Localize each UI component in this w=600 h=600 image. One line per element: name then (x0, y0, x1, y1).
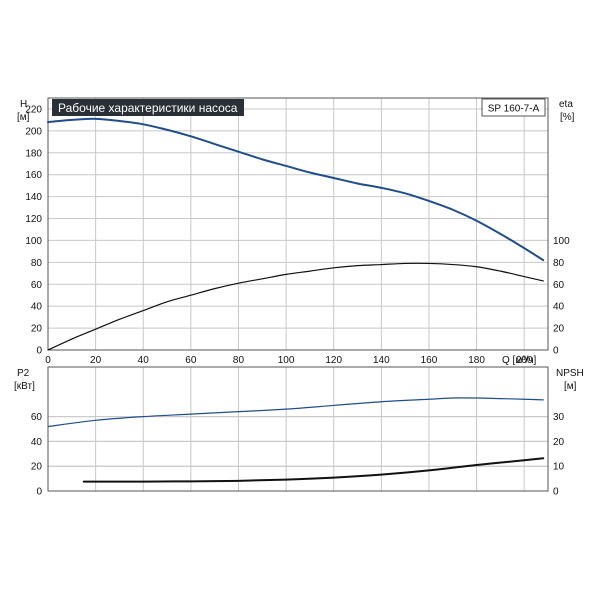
bottom-plot-frame (47, 366, 549, 492)
title-background (52, 99, 244, 116)
bottom-right-tick-label: 0 (553, 487, 559, 498)
top-right-tick-label: 60 (553, 280, 565, 291)
bottom-left-axis-unit: [кВт] (14, 381, 35, 392)
top-panel: Рабочие характеристики насоса SP 160-7-A… (17, 97, 575, 366)
x-tick-label: 180 (468, 355, 485, 366)
top-series (47, 117, 545, 351)
x-tick-label: 0 (45, 355, 51, 366)
top-right-tick-label: 0 (553, 346, 559, 357)
top-left-tick-label: 0 (36, 346, 42, 357)
x-tick-label: 60 (185, 355, 197, 366)
top-left-tick-label: 120 (25, 214, 42, 225)
x-tick-label: 140 (373, 355, 390, 366)
top-left-tick-label: 20 (31, 324, 43, 335)
x-tick-label: 80 (233, 355, 245, 366)
title-box: Рабочие характеристики насоса (52, 99, 244, 116)
top-right-axis-unit: [%] (560, 112, 575, 123)
power-curve (47, 397, 544, 428)
top-left-tick-label: 80 (31, 258, 43, 269)
top-left-axis-name: H (20, 99, 27, 110)
bottom-right-axis-name: NPSH (556, 368, 584, 379)
top-left-tick-label: 60 (31, 280, 43, 291)
bottom-right-tick-label: 10 (553, 462, 565, 473)
bottom-right-tick-label: 30 (553, 412, 565, 423)
x-tick-label: 100 (278, 355, 295, 366)
top-left-tick-label: 140 (25, 192, 42, 203)
top-left-tick-label: 100 (25, 236, 42, 247)
top-left-tick-label: 180 (25, 148, 42, 159)
bottom-grid (47, 367, 548, 492)
head-curve (47, 117, 545, 262)
x-tick-label: 40 (138, 355, 150, 366)
top-left-tick-label: 160 (25, 170, 42, 181)
top-left-tick-label: 40 (31, 302, 43, 313)
top-left-tick-label: 220 (25, 104, 42, 115)
x-tick-label: 200 (516, 355, 533, 366)
chart-title: Рабочие характеристики насоса (58, 101, 238, 115)
bottom-left-tick-label: 40 (31, 437, 43, 448)
top-right-tick-label: 80 (553, 258, 565, 269)
x-axis-label: Q [м³/ч] (502, 355, 537, 366)
top-right-tick-label: 100 (553, 236, 570, 247)
bottom-left-axis-name: P2 (17, 368, 30, 379)
bottom-tick-labels: 0 20 40 60 0 10 20 30 (31, 412, 565, 497)
top-grid (47, 98, 548, 351)
bottom-right-tick-label: 20 (553, 437, 565, 448)
top-right-tick-label: 20 (553, 324, 565, 335)
top-tick-labels: 0204060801001201401601802002200204060801… (25, 104, 570, 366)
top-left-tick-label: 200 (25, 126, 42, 137)
bottom-left-tick-label: 60 (31, 412, 43, 423)
efficiency-curve (47, 262, 544, 351)
x-tick-label: 160 (421, 355, 438, 366)
x-tick-label: 20 (90, 355, 102, 366)
npsh-curve (82, 457, 545, 483)
top-right-tick-label: 40 (553, 302, 565, 313)
bottom-right-axis-unit: [м] (564, 381, 577, 392)
bottom-panel: P2 [кВт] NPSH [м] 0 20 40 60 0 10 20 30 (14, 366, 584, 498)
model-label-background (481, 98, 546, 117)
bottom-left-tick-label: 0 (36, 487, 42, 498)
top-left-axis-unit: [м] (17, 112, 30, 123)
model-label-box: SP 160-7-A (481, 98, 546, 117)
model-label: SP 160-7-A (488, 104, 540, 115)
top-right-axis-name: eta (559, 99, 573, 110)
bottom-series (47, 397, 545, 483)
top-plot-frame (47, 97, 549, 351)
x-tick-label: 120 (325, 355, 342, 366)
bottom-left-tick-label: 20 (31, 462, 43, 473)
